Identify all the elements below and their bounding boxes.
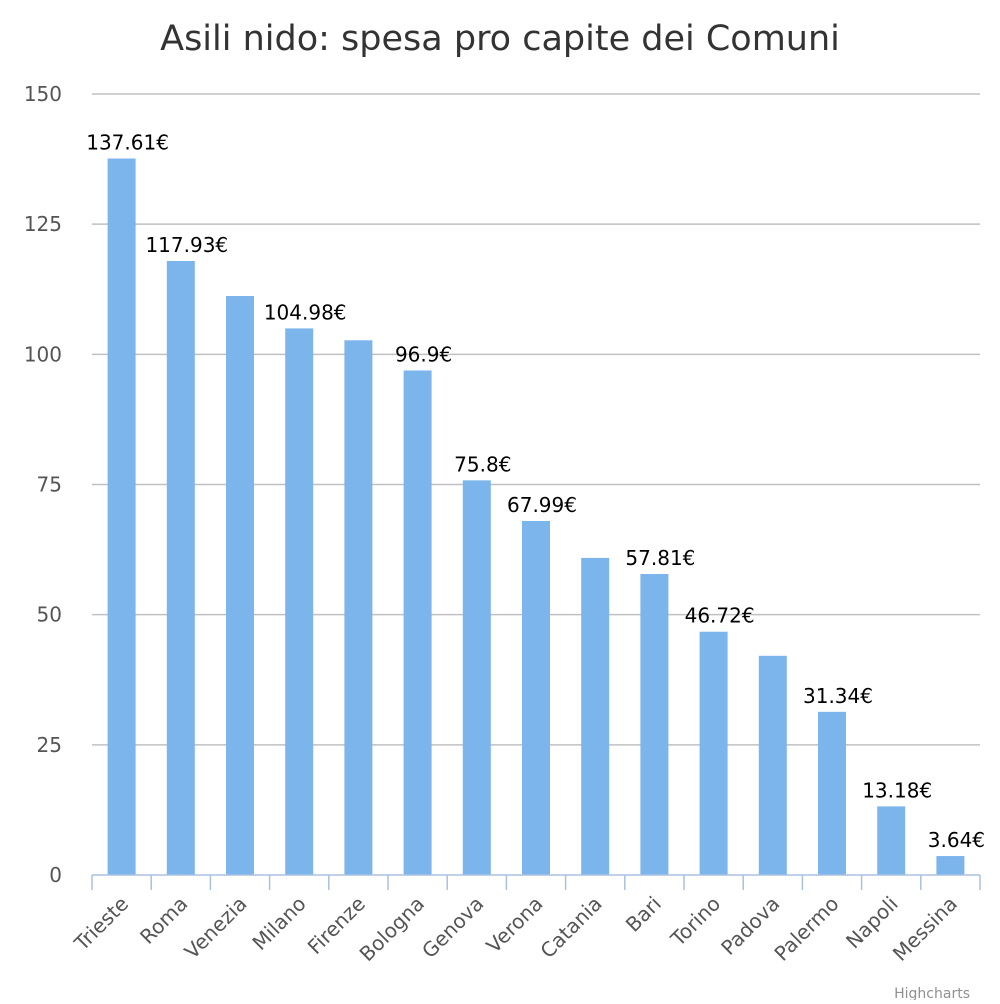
- data-label: 13.18€: [862, 778, 932, 802]
- bar-napoli[interactable]: [877, 806, 906, 875]
- x-tick-label: Genova: [417, 892, 488, 963]
- bar-firenze[interactable]: [344, 340, 373, 875]
- bar-milano[interactable]: [285, 328, 314, 875]
- x-tick-label: Milano: [247, 892, 310, 955]
- bar-genova[interactable]: [462, 480, 491, 875]
- bar-venezia[interactable]: [226, 296, 254, 875]
- chart-title: Asili nido: spesa pro capite dei Comuni: [160, 19, 840, 59]
- bar-torino[interactable]: [699, 631, 728, 875]
- x-tick-label: Roma: [135, 892, 192, 949]
- x-axis: Trieste RomaVeneziaMilanoFirenzeBolognaGe…: [69, 874, 981, 967]
- data-label: 3.64€: [928, 828, 985, 852]
- y-axis-labels: 0 25 50 75 100 125 150: [24, 82, 62, 887]
- bar-bologna[interactable]: [403, 370, 432, 875]
- bar-padova[interactable]: [758, 655, 787, 875]
- bar-messina[interactable]: [936, 856, 965, 875]
- x-tick-label: Messina: [888, 892, 962, 966]
- data-label: 104.98€: [264, 300, 347, 324]
- data-label: 75.8€: [454, 452, 511, 476]
- y-tick-label: 150: [24, 82, 62, 106]
- data-labels: 137.61€ 117.93€ 104.98€ 96.9€ 75.8€ 67.99€ 57.…: [86, 131, 985, 853]
- y-tick-label: 75: [37, 473, 62, 497]
- y-tick-label: 100: [24, 342, 62, 366]
- data-label: 46.72€: [685, 604, 755, 628]
- bar-bari[interactable]: [640, 574, 669, 875]
- x-tick-label: Palermo: [769, 892, 843, 966]
- y-tick-label: 0: [49, 863, 62, 887]
- y-tick-label: 25: [37, 733, 62, 757]
- x-tick-label: Trieste: [69, 892, 133, 956]
- x-tick-label: Catania: [535, 892, 606, 963]
- data-label: 117.93€: [145, 233, 228, 257]
- bar-verona[interactable]: [522, 520, 550, 875]
- data-label: 57.81€: [625, 546, 695, 570]
- x-tick-label: Bari: [621, 892, 666, 937]
- credits-link[interactable]: Highcharts: [894, 986, 970, 1002]
- y-tick-label: 125: [24, 212, 62, 236]
- bar-roma[interactable]: [166, 260, 195, 876]
- bar-catania[interactable]: [581, 557, 610, 875]
- data-label: 137.61€: [86, 131, 169, 155]
- x-tick-label: Bologna: [355, 892, 430, 967]
- data-label: 67.99€: [507, 493, 577, 517]
- bar-palermo[interactable]: [818, 711, 846, 875]
- x-tick-label: Venezia: [180, 892, 252, 964]
- data-label: 96.9€: [395, 342, 452, 366]
- data-label: 31.34€: [803, 684, 873, 708]
- bars: [107, 158, 965, 876]
- bar-trieste[interactable]: [107, 158, 136, 875]
- y-tick-label: 50: [37, 603, 62, 627]
